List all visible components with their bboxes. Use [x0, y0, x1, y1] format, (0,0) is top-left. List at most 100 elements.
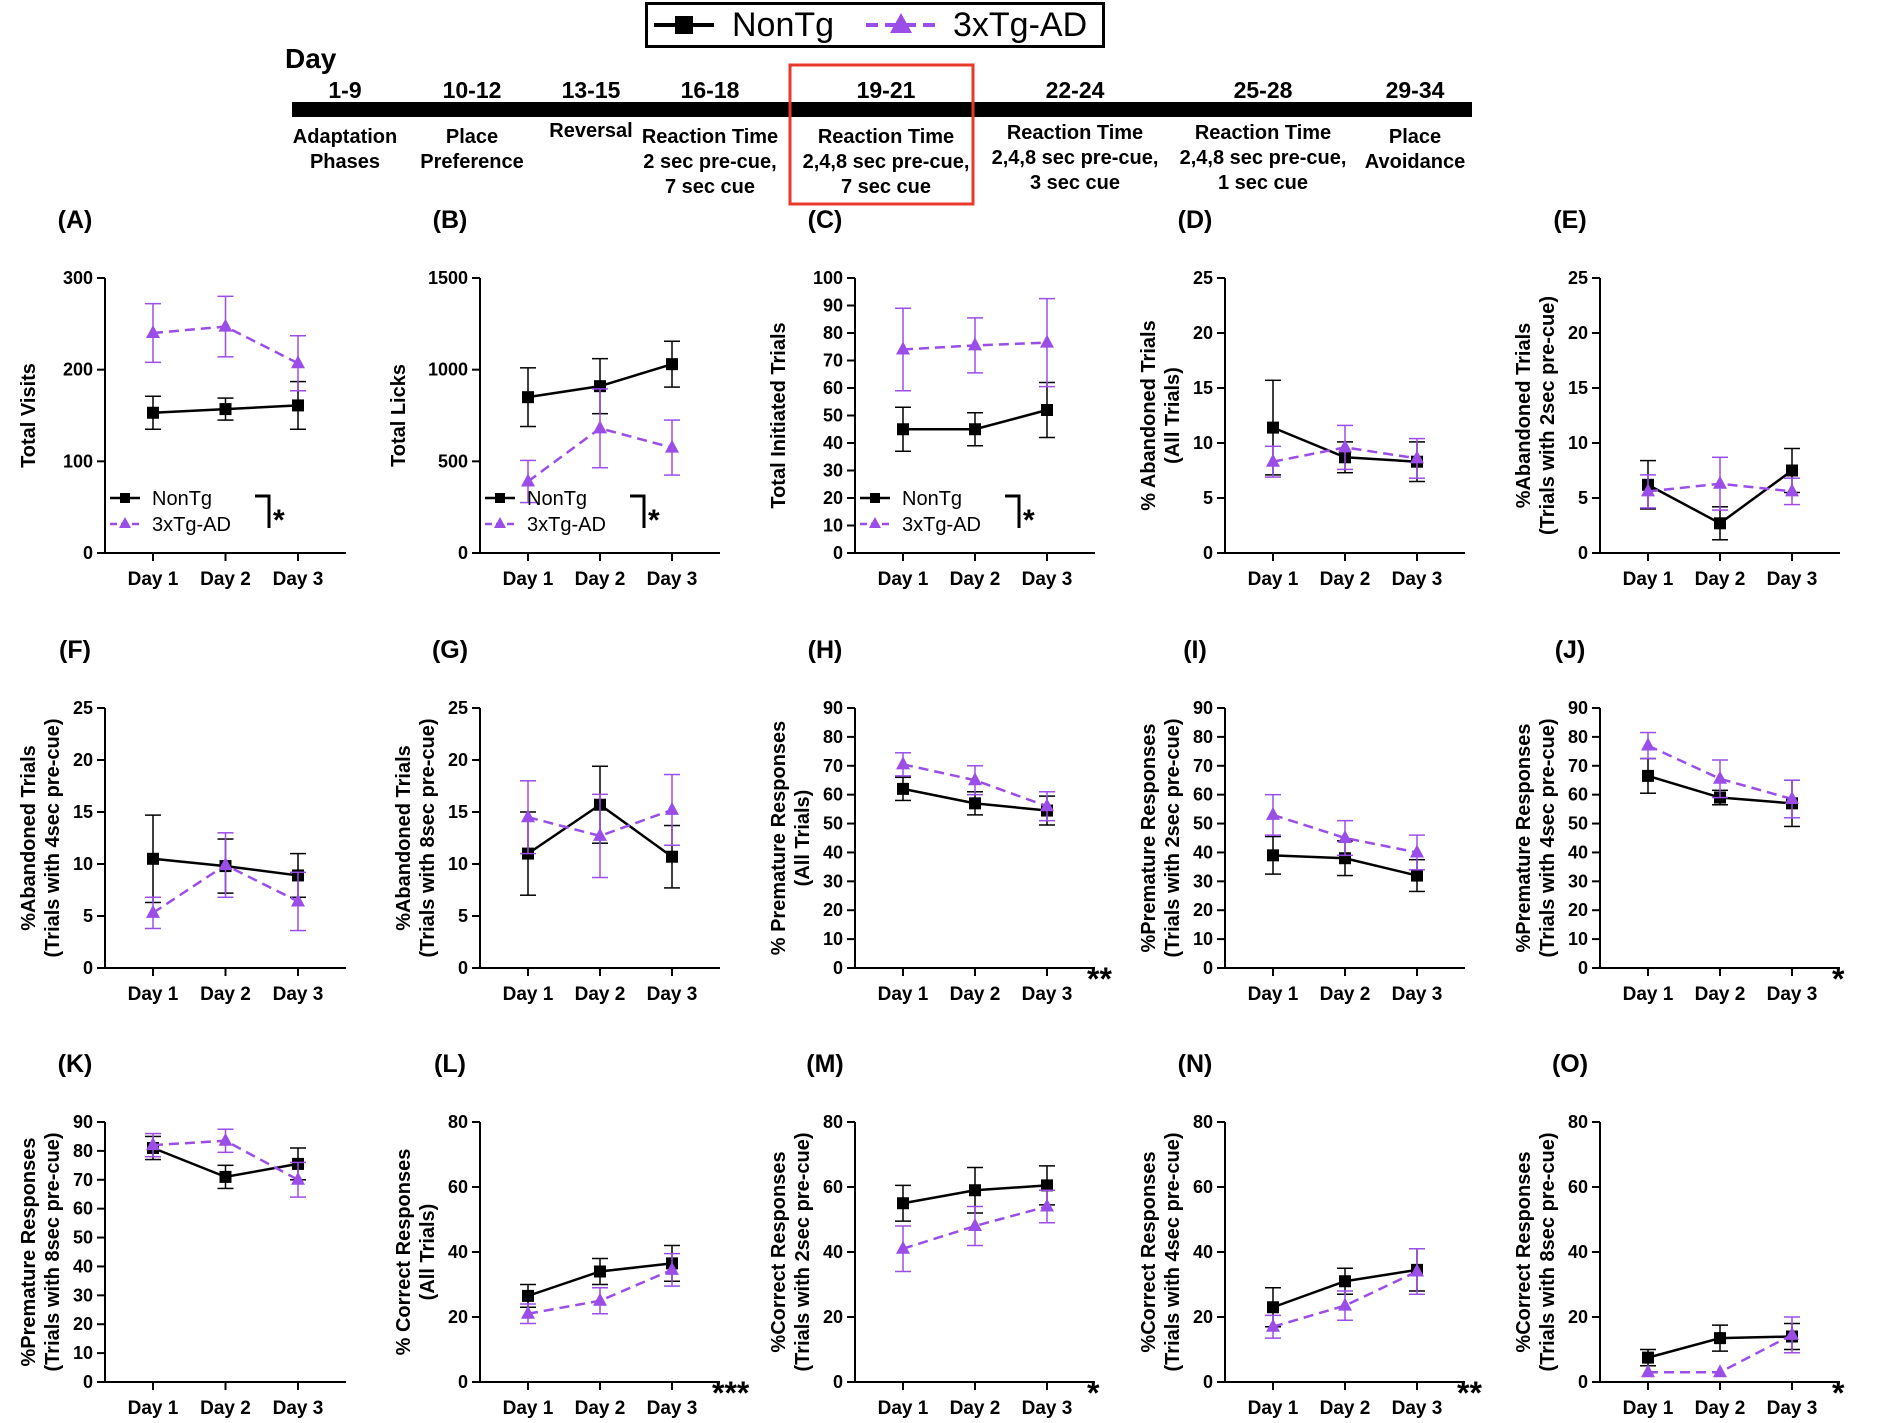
timeline-phase-days: 1-9	[328, 77, 361, 103]
y-tick-label: 50	[73, 1228, 93, 1248]
y-tick-label: 70	[73, 1170, 93, 1190]
data-point-square	[1267, 421, 1279, 434]
data-point-triangle	[291, 355, 305, 369]
chart-panel: (I) 0 10 20 30 40 50 60 70 80 90 Day 1 Day 2 Day 3 %Pr…	[1138, 636, 1465, 1005]
timeline-phase: 25-28 Reaction Time 2,4,8 sec pre-cue, 1 se…	[1180, 77, 1347, 194]
panel-label: (F)	[59, 636, 91, 664]
x-tick-label: Day 1	[503, 1398, 554, 1419]
y-axis-label: %Correct Responses	[1138, 1151, 1160, 1352]
x-tick-label: Day 2	[950, 569, 1001, 590]
y-axis-label: (Trials with 2sec pre-cue)	[1537, 296, 1559, 535]
y-tick-label: 0	[1578, 543, 1588, 563]
x-tick-label: Day 3	[1767, 984, 1818, 1005]
y-tick-label: 30	[1568, 871, 1588, 891]
panel-label: (L)	[434, 1050, 466, 1078]
timeline-title: Day	[285, 43, 337, 74]
y-axis-label: (Trials with 4sec pre-cue)	[42, 719, 64, 958]
y-tick-label: 20	[448, 750, 468, 770]
x-tick-label: Day 3	[273, 1398, 324, 1419]
x-tick-label: Day 1	[878, 1398, 929, 1419]
y-axis-label: %Correct Responses	[1513, 1151, 1535, 1352]
y-tick-label: 80	[448, 1112, 468, 1132]
series-3xtg	[145, 295, 306, 392]
timeline-phase-label: 2,4,8 sec pre-cue,	[1180, 147, 1347, 169]
data-point-triangle	[1713, 475, 1727, 489]
data-point-square	[1267, 1301, 1279, 1314]
data-point-triangle	[1641, 737, 1655, 751]
panel-label: (N)	[1178, 1050, 1213, 1078]
y-tick-label: 10	[1193, 433, 1213, 453]
timeline: Day 1-9 Adaptation Phases 10-12 Place Preferen…	[285, 43, 1472, 206]
y-tick-label: 20	[1193, 323, 1213, 343]
data-point-triangle	[1785, 1326, 1799, 1340]
y-tick-label: 40	[823, 1242, 843, 1262]
y-tick-label: 20	[823, 900, 843, 920]
significance-marker: **	[1457, 1375, 1482, 1411]
inline-legend-label: NonTg	[902, 488, 962, 510]
x-tick-label: Day 3	[273, 569, 324, 590]
y-tick-label: 15	[1568, 378, 1588, 398]
y-tick-label: 90	[1193, 698, 1213, 718]
series-3xtg	[895, 752, 1055, 822]
significance-bracket	[630, 494, 646, 528]
series-3xtg	[1265, 424, 1425, 479]
series-line	[1647, 744, 1793, 801]
timeline-phase: 1-9 Adaptation Phases	[293, 77, 397, 173]
y-axis-label: (All Trials)	[1162, 367, 1184, 464]
timeline-phase-label: 2 sec pre-cue,	[643, 151, 776, 173]
y-axis-label: % Correct Responses	[393, 1149, 415, 1356]
y-axis-label: (All Trials)	[792, 790, 814, 887]
x-tick-label: Day 2	[200, 569, 251, 590]
y-tick-label: 20	[1193, 1307, 1213, 1327]
y-tick-label: 40	[1193, 1242, 1213, 1262]
y-tick-label: 20	[823, 1307, 843, 1327]
x-tick-label: Day 3	[1022, 569, 1073, 590]
chart-panel: (G) 0 5 10 15 20 25 Day 1 Day 2 Day 3 %Abandoned T…	[393, 636, 720, 1005]
legend-3xtg-label: 3xTg-AD	[953, 6, 1087, 44]
timeline-phase-label: 3 sec cue	[1030, 172, 1120, 194]
timeline-phase-days: 13-15	[562, 77, 621, 103]
inline-legend-marker	[495, 493, 505, 503]
inline-legend-label: NonTg	[152, 488, 212, 510]
timeline-phase-label: Avoidance	[1365, 151, 1465, 173]
timeline-phase-days: 19-21	[857, 77, 916, 103]
chart-panel: (E) 0 5 10 15 20 25 Day 1 Day 2 Day 3 %Abandoned T…	[1513, 206, 1840, 590]
y-tick-label: 80	[823, 727, 843, 747]
y-tick-label: 0	[83, 1372, 93, 1392]
y-tick-label: 50	[823, 814, 843, 834]
series-nontg	[145, 380, 306, 430]
data-point-triangle	[1785, 791, 1799, 804]
data-point-square	[897, 423, 909, 436]
data-point-triangle	[1410, 1263, 1424, 1277]
data-point-triangle	[1641, 1364, 1655, 1378]
y-axis-label: (Trials with 2sec pre-cue)	[792, 1133, 814, 1372]
y-tick-label: 500	[438, 451, 468, 471]
y-tick-label: 300	[63, 268, 93, 288]
y-tick-label: 5	[83, 906, 93, 926]
x-tick-label: Day 2	[200, 984, 251, 1005]
data-point-triangle	[593, 1292, 607, 1306]
x-tick-label: Day 1	[503, 984, 554, 1005]
y-tick-label: 70	[823, 756, 843, 776]
series-line	[1272, 1270, 1418, 1328]
inline-legend-label: NonTg	[527, 488, 587, 510]
series-3xtg	[1640, 456, 1800, 511]
data-point-triangle	[521, 1305, 535, 1319]
x-tick-label: Day 3	[1022, 984, 1073, 1005]
data-point-triangle	[521, 473, 535, 487]
data-point-triangle	[896, 341, 910, 355]
data-point-square	[666, 358, 678, 371]
inline-legend-marker	[869, 517, 881, 528]
y-tick-label: 30	[823, 871, 843, 891]
series-line	[902, 1205, 1048, 1250]
y-tick-label: 40	[823, 433, 843, 453]
timeline-bar	[292, 102, 1472, 117]
data-point-triangle	[521, 809, 535, 823]
x-tick-label: Day 3	[1022, 1398, 1073, 1419]
timeline-phase-label: 7 sec cue	[841, 176, 931, 198]
legend-3xtg-marker	[890, 13, 912, 33]
series-3xtg	[145, 832, 306, 932]
y-tick-label: 40	[1568, 842, 1588, 862]
x-tick-label: Day 2	[1320, 984, 1371, 1005]
data-point-triangle	[665, 801, 679, 815]
